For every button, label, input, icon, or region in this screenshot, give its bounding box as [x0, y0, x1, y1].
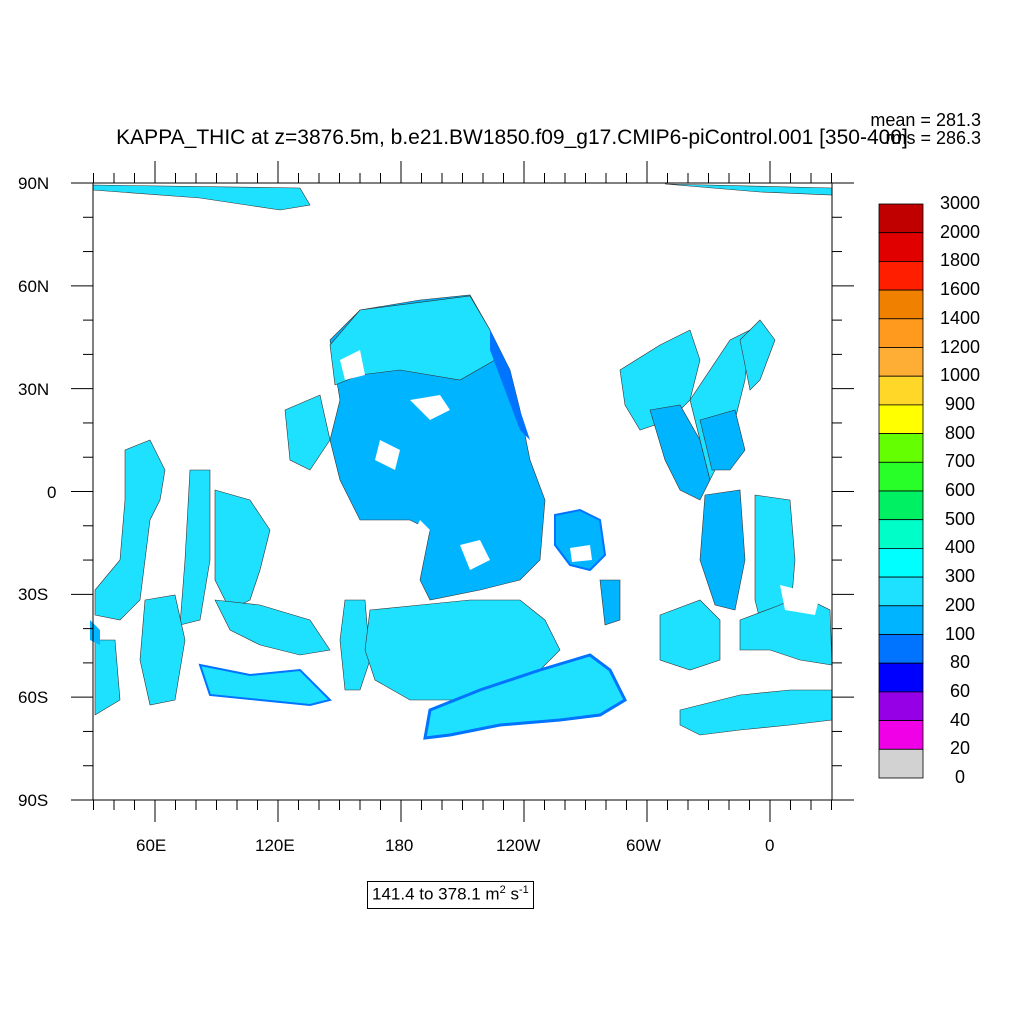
- land-masks: [340, 350, 820, 615]
- colorbar-box: [878, 548, 924, 578]
- colorbar-box: [878, 347, 924, 377]
- unit-seconds-exponent: -1: [518, 884, 529, 896]
- xlabel-0: 0: [765, 836, 775, 855]
- range-units-box: 141.4 to 378.1 m2 s-1: [367, 881, 534, 909]
- colorbar-box: [878, 318, 924, 348]
- colorbar-label: 700: [944, 451, 976, 472]
- colorbar-label: 1000: [939, 365, 981, 386]
- colorbar-label: 800: [944, 422, 976, 443]
- colorbar-box: [878, 260, 924, 291]
- colorbar-box: [878, 748, 924, 779]
- colorbar-box: [878, 375, 924, 406]
- colorbar-label: 400: [944, 537, 976, 558]
- colorbar-box: [878, 519, 924, 549]
- colorbar-label: 3000: [939, 193, 981, 213]
- colorbar-label: 0: [954, 767, 965, 787]
- xlabel-120e: 120E: [255, 836, 295, 855]
- ylabel-60n: 60N: [18, 277, 50, 296]
- unit-seconds: s: [505, 884, 519, 904]
- colorbar-label: 900: [944, 393, 976, 414]
- colorbar-box: [878, 634, 924, 664]
- colorbar-box: [878, 461, 924, 492]
- colorbar-box: [878, 404, 924, 434]
- mean-value: mean = 281.3: [870, 110, 981, 130]
- colorbar-box: [878, 232, 924, 262]
- colorbar-box: [878, 433, 924, 463]
- colorbar-box: [878, 576, 924, 607]
- colorbar-label: 2000: [939, 221, 981, 242]
- ylabel-30s: 30S: [18, 585, 49, 604]
- colorbar-box: [878, 662, 924, 693]
- rms-value: rms = 286.3: [885, 128, 981, 148]
- xlabel-120w: 120W: [496, 836, 541, 855]
- colorbar-box: [878, 691, 924, 722]
- colorbar-box: [878, 605, 924, 635]
- colorbar-label: 600: [944, 480, 976, 500]
- colorbar-label: 500: [944, 508, 976, 529]
- xlabel-60e: 60E: [136, 836, 167, 855]
- colorbar-label: 1800: [939, 250, 981, 271]
- colorbar-label: 1200: [939, 336, 981, 357]
- ylabel-90n: 90N: [18, 174, 50, 193]
- colorbar-box: [878, 203, 924, 234]
- colorbar-box: [878, 720, 924, 750]
- colorbar-label: 60: [949, 680, 971, 701]
- stats-readout: mean = 281.3 rms = 286.3: [870, 111, 981, 147]
- colorbar-label: 20: [949, 738, 971, 759]
- colorbar-label: 80: [949, 652, 971, 673]
- colorbar-box: [878, 490, 924, 521]
- colorbar-label: 100: [944, 623, 976, 644]
- ylabel-0: 0: [47, 483, 57, 502]
- xlabel-60w: 60W: [626, 836, 661, 855]
- ylabel-60s: 60S: [18, 688, 49, 707]
- colorbar: [878, 203, 924, 779]
- colorbar-label: 40: [949, 709, 971, 730]
- plot-title: KAPPA_THIC at z=3876.5m, b.e21.BW1850.f0…: [116, 126, 908, 149]
- colorbar-box: [878, 289, 924, 320]
- unit-exponent: 2: [499, 884, 506, 896]
- axis-ticks: [71, 161, 854, 822]
- colorbar-label: 300: [944, 566, 976, 587]
- colorbar-label: 1400: [939, 307, 981, 328]
- range-text: 141.4 to 378.1 m: [372, 884, 500, 904]
- colorbar-label: 200: [944, 594, 976, 615]
- ylabel-90s: 90S: [18, 791, 49, 810]
- xlabel-180: 180: [385, 836, 414, 855]
- colorbar-label: 1600: [939, 279, 981, 300]
- ocean-field: [90, 183, 833, 740]
- ylabel-30n: 30N: [18, 380, 50, 399]
